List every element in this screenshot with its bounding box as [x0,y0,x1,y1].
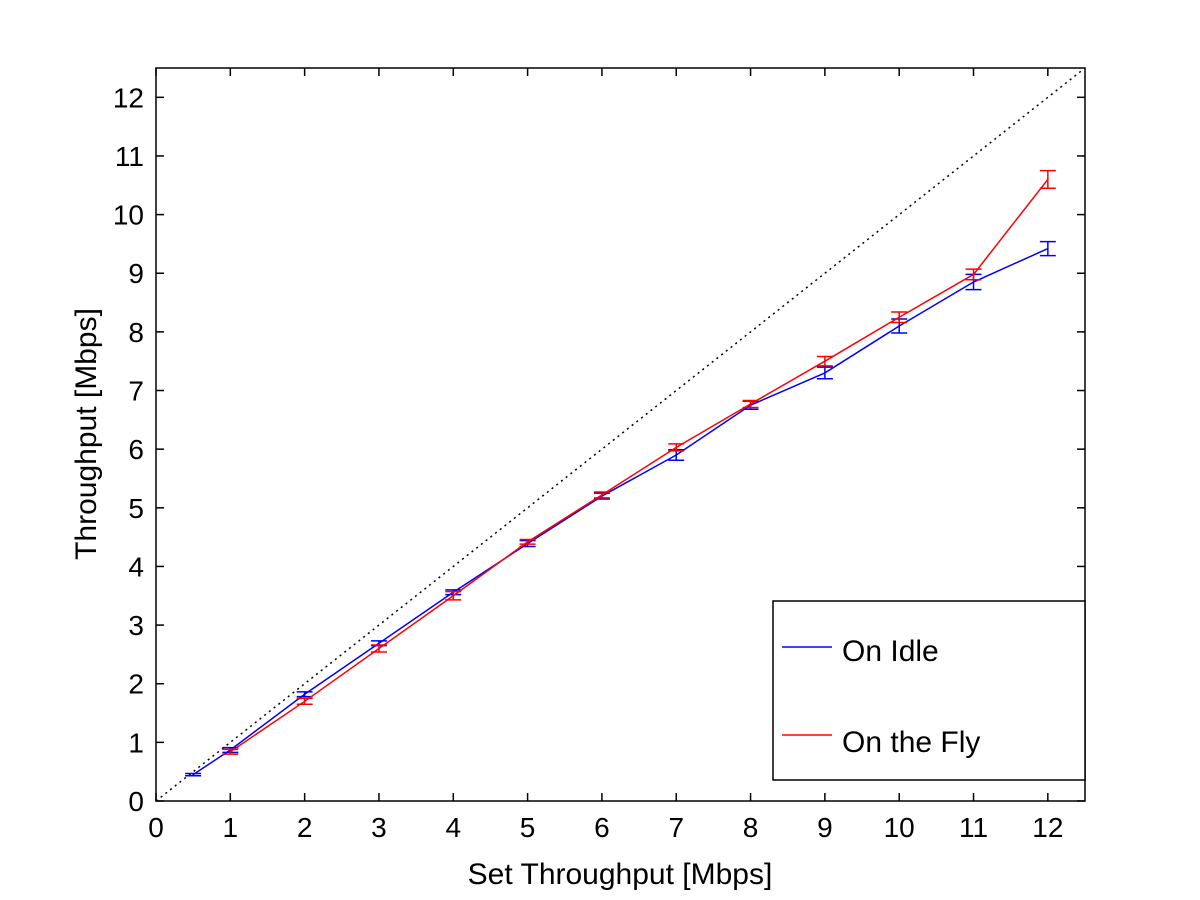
x-tick-label: 0 [148,812,164,843]
y-tick-label: 9 [128,258,144,289]
x-tick-label: 12 [1032,812,1063,843]
legend: On Idle On the Fly [772,600,1086,781]
series-line-1 [229,178,1049,753]
y-tick-label: 6 [128,434,144,465]
error-bar [965,268,982,281]
error-bar [222,748,239,755]
y-tick-label: 2 [128,669,144,700]
x-tick-label: 11 [959,812,988,843]
y-tick-label: 4 [128,551,144,582]
y-tick-label: 12 [113,82,144,113]
error-bar [742,399,759,409]
error-bar [593,491,610,499]
x-tick-label: 4 [445,812,461,843]
x-tick-label: 6 [594,812,610,843]
y-tick-label: 0 [128,786,144,817]
y-tick-label: 7 [128,376,144,407]
plot-frame [155,67,1086,802]
x-tick-label: 9 [817,812,833,843]
x-tick-label: 10 [884,812,915,843]
error-bar [296,697,313,705]
y-tick-label: 5 [128,493,144,524]
error-bar [1039,240,1056,257]
plot-area [155,67,1086,802]
y-axis-label: Throughput [Mbps] [70,308,103,560]
legend-label-on-the-fly: On the Fly [842,726,980,759]
error-bar [370,644,387,653]
error-bar [185,772,202,777]
y-tick-label: 11 [115,141,144,172]
error-bar [519,538,536,545]
error-bar [891,311,908,324]
x-tick-label: 1 [223,812,239,843]
error-bar [1039,169,1056,189]
x-tick-label: 2 [297,812,313,843]
error-bar [445,590,462,601]
error-bar [816,366,833,380]
x-tick-label: 3 [371,812,387,843]
x-tick-label: 8 [743,812,759,843]
legend-box [772,600,1086,781]
y-tick-label: 1 [128,727,144,758]
error-bar [816,355,833,367]
y-tick-label: 10 [113,200,144,231]
x-axis-label: Set Throughput [Mbps] [468,858,773,891]
y-tick-label: 8 [128,317,144,348]
legend-label-on-idle: On Idle [842,635,939,668]
x-tick-label: 5 [520,812,536,843]
x-tick-label: 7 [668,812,684,843]
y-tick-label: 3 [128,610,144,641]
error-bar [668,443,685,452]
